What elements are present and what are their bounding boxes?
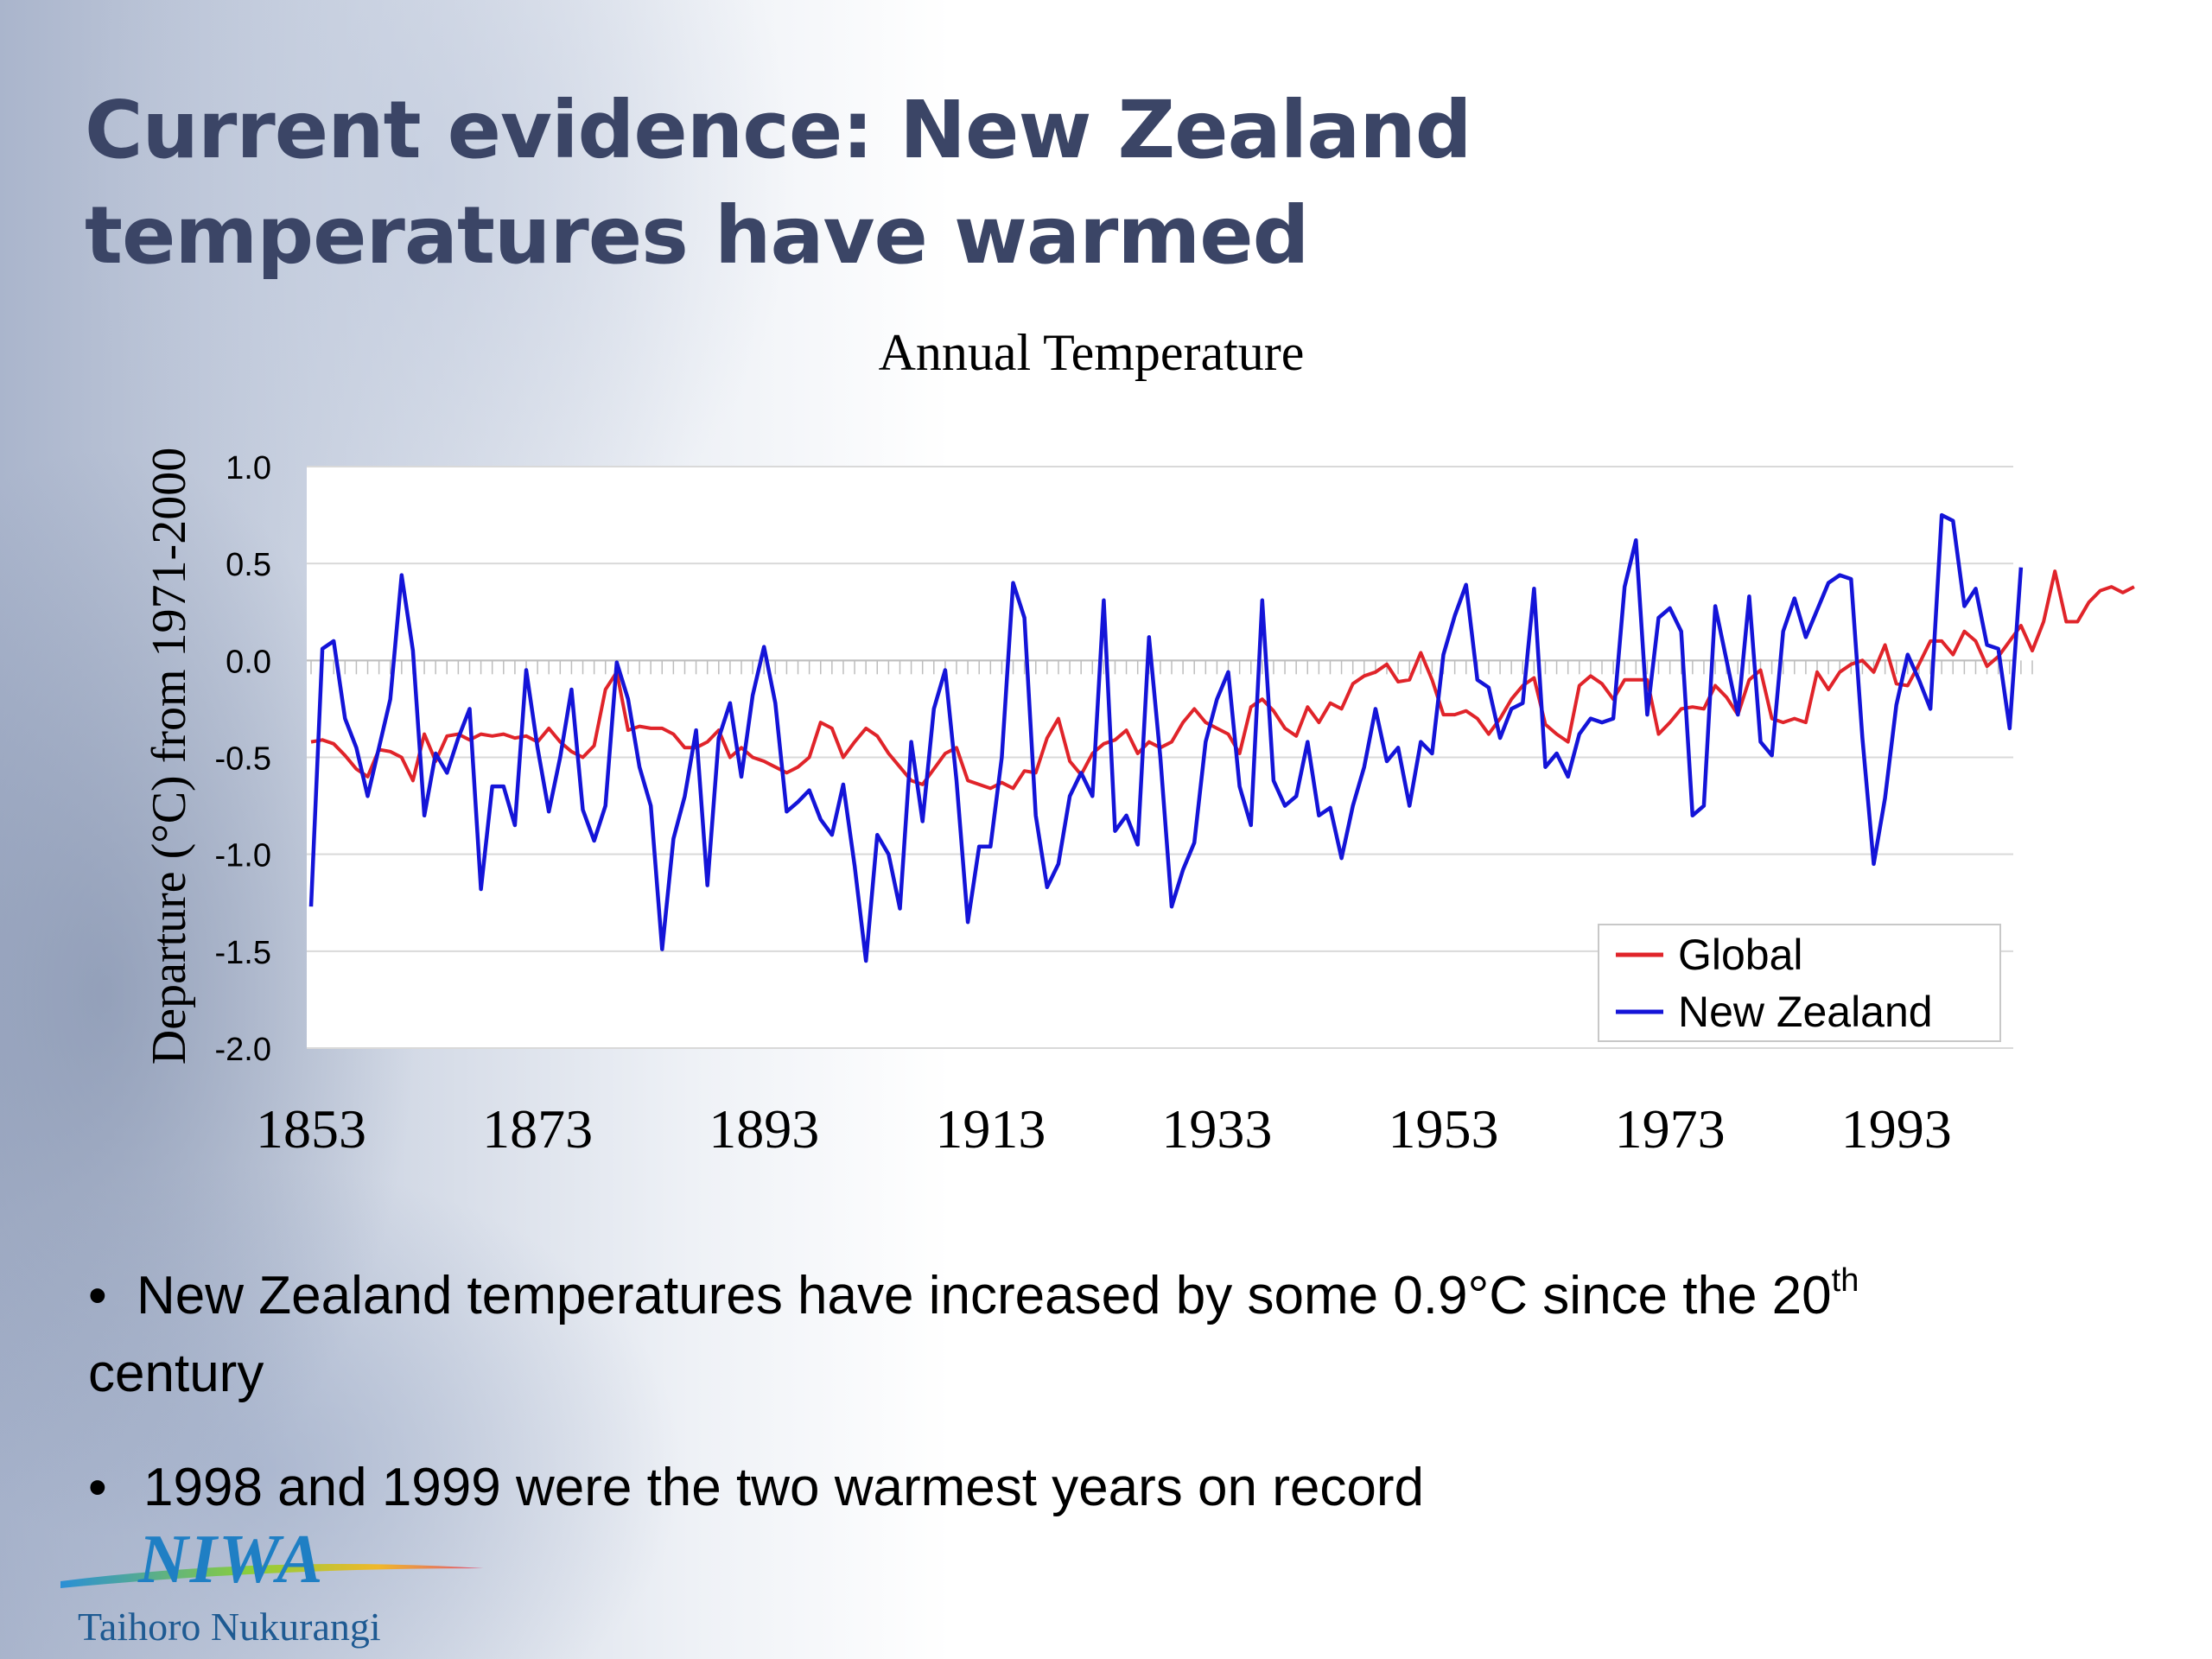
x-tick-label: 1913 xyxy=(935,1098,1046,1160)
y-tick-label: 0.0 xyxy=(226,644,271,680)
legend-label-new-zealand: New Zealand xyxy=(1678,988,1933,1036)
x-tick-label: 1873 xyxy=(482,1098,593,1160)
y-tick-labels: 1.0 0.5 0.0 -0.5 -1.0 -1.5 -2.0 xyxy=(215,450,271,1068)
y-tick-label: -2.0 xyxy=(215,1032,271,1068)
series-line-new-zealand xyxy=(308,512,2024,963)
legend-box xyxy=(1598,924,2001,1042)
x-tick-label: 1933 xyxy=(1161,1098,1272,1160)
x-tick-label: 1853 xyxy=(256,1098,366,1160)
x-tick-label: 1973 xyxy=(1615,1098,1726,1160)
y-tick-label: 1.0 xyxy=(226,450,271,486)
chart-legend: Global New Zealand xyxy=(1598,924,2001,1042)
annual-temperature-chart: Annual Temperature Departure (°C) from 1… xyxy=(143,324,2135,1160)
chart-title: Annual Temperature xyxy=(879,324,1305,381)
bullet-marker: • xyxy=(88,1458,107,1517)
bullet-marker: • xyxy=(88,1266,107,1325)
series-lines xyxy=(308,512,2135,963)
logo-swoosh xyxy=(60,1564,484,1588)
legend-label-global: Global xyxy=(1678,931,1803,979)
zero-axis-ticks xyxy=(307,659,2033,675)
y-tick-label: -0.5 xyxy=(215,741,271,778)
bullet-item: • 1998 and 1999 were the two warmest yea… xyxy=(88,1449,2188,1527)
logo-tagline: Taihoro Nukurangi xyxy=(78,1605,381,1649)
x-tick-labels: 1853 1873 1893 1913 1933 1953 1973 1993 xyxy=(256,1098,1952,1160)
niwa-logo: NIWA Taihoro Nukurangi xyxy=(52,1521,501,1659)
y-axis-label: Departure (°C) from 1971-2000 xyxy=(143,448,196,1065)
slide-title-line-1: Current evidence: New Zealand xyxy=(85,84,1472,176)
slide-title-line-2: temperatures have warmed xyxy=(85,189,1310,282)
y-tick-label: -1.0 xyxy=(215,838,271,874)
x-tick-label: 1953 xyxy=(1389,1098,1499,1160)
x-tick-label: 1893 xyxy=(709,1098,819,1160)
bullet-1-continuation: century xyxy=(88,1344,264,1403)
y-tick-label: 0.5 xyxy=(226,547,271,583)
y-tick-label: -1.5 xyxy=(215,935,271,971)
x-tick-label: 1993 xyxy=(1841,1098,1952,1160)
bullet-item: • New Zealand temperatures have increase… xyxy=(88,1257,2188,1413)
bullet-2-text: 1998 and 1999 were the two warmest years… xyxy=(143,1458,1424,1517)
bullet-list: • New Zealand temperatures have increase… xyxy=(88,1257,2188,1527)
bullet-1-text: New Zealand temperatures have increased … xyxy=(137,1266,1832,1325)
logo-wordmark: NIWA xyxy=(138,1522,325,1598)
bullet-1-superscript: th xyxy=(1831,1262,1859,1299)
slide-title: Current evidence: New Zealand temperatur… xyxy=(85,78,1813,289)
